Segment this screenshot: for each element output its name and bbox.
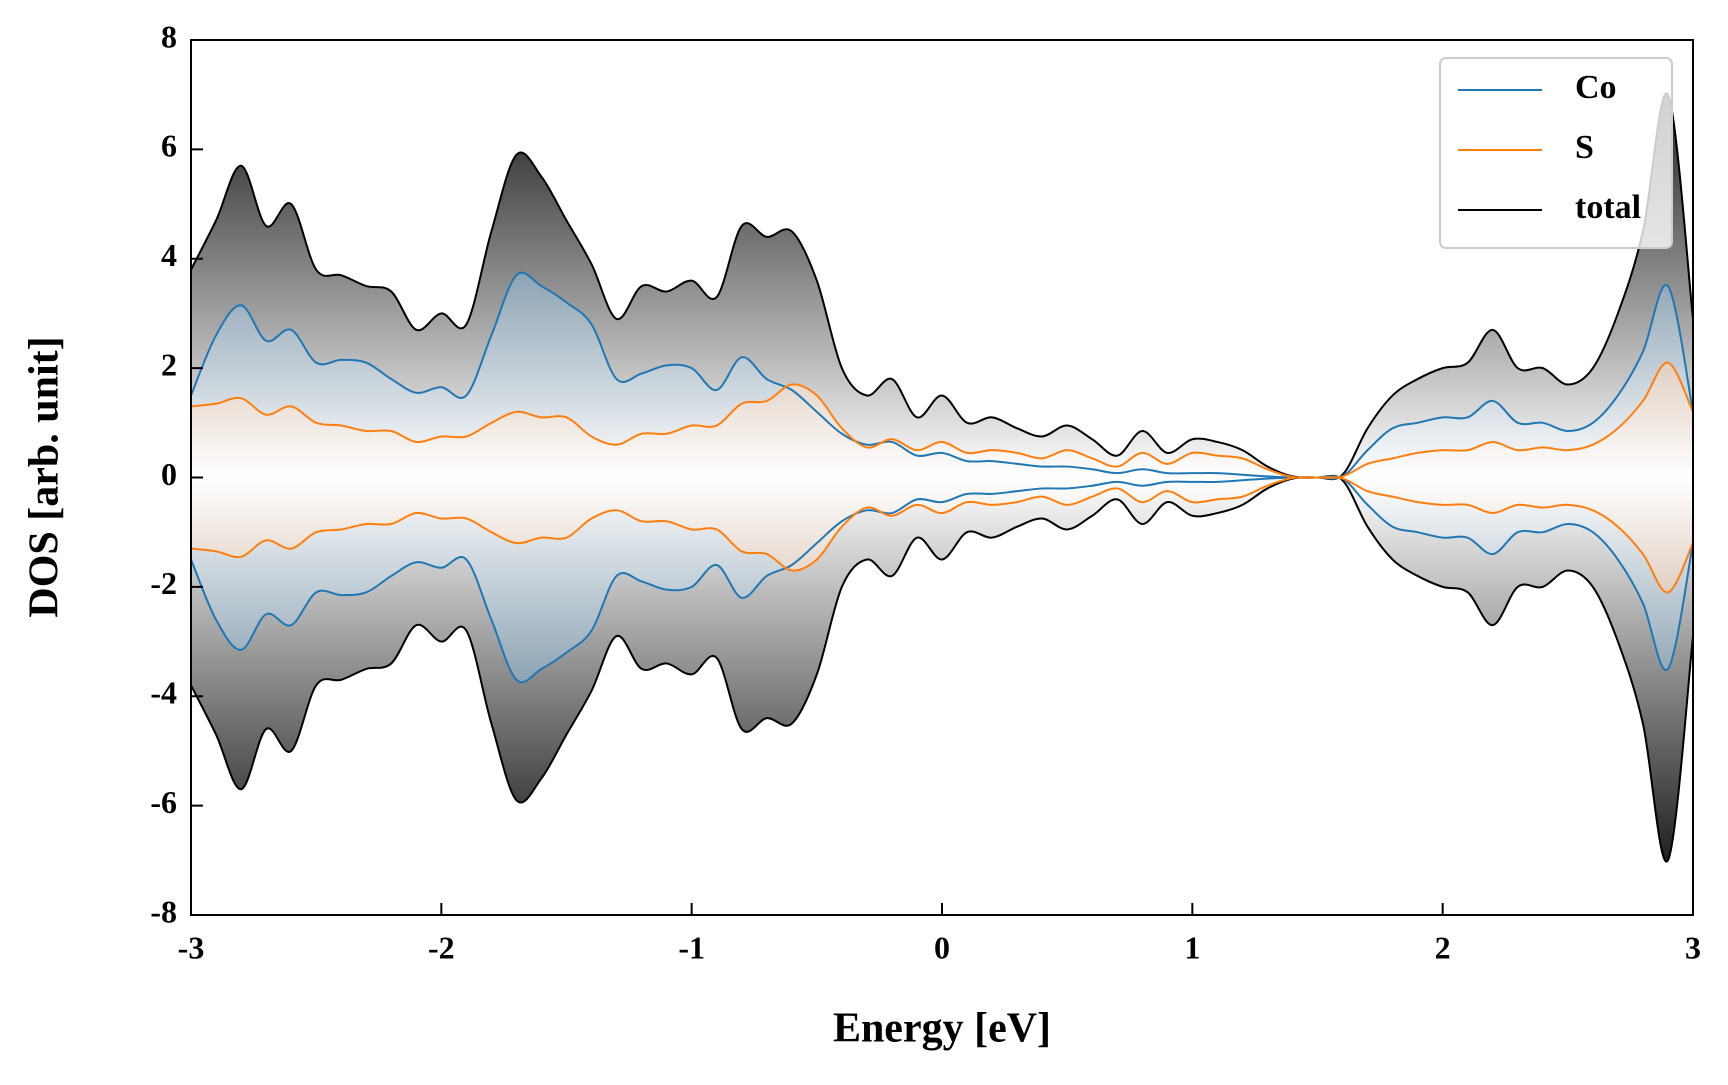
x-tick-label: 2 [1435, 929, 1451, 965]
x-tick-label: -2 [428, 929, 455, 965]
line [191, 92, 1693, 481]
x-tick-label: 1 [1184, 929, 1200, 965]
plot-area [191, 92, 1693, 863]
y-tick-label: 8 [161, 18, 177, 54]
y-tick-label: -8 [150, 893, 177, 929]
line [191, 361, 1693, 479]
legend-label: S [1575, 129, 1594, 166]
y-tick-label: 0 [161, 456, 177, 492]
y-tick-label: -2 [150, 565, 177, 601]
x-tick-label: -1 [678, 929, 705, 965]
y-axis-label: DOS [arb. unit] [22, 336, 68, 617]
area [191, 477, 1693, 593]
area [191, 362, 1693, 478]
line [191, 271, 1693, 480]
y-tick-label: -4 [150, 675, 177, 711]
x-axis-label: Energy [eV] [833, 1006, 1051, 1052]
x-tick-label: 0 [934, 929, 950, 965]
y-tick-label: -6 [150, 784, 177, 820]
legend-box [1439, 57, 1673, 249]
legend-label: Co [1575, 69, 1617, 106]
y-tick-label: 6 [161, 128, 177, 164]
line [191, 476, 1693, 594]
x-tick-label: -3 [178, 929, 205, 965]
legend-label: total [1575, 189, 1641, 226]
y-tick-label: 4 [161, 237, 177, 273]
y-tick-label: 2 [161, 346, 177, 382]
line [191, 475, 1693, 684]
line [191, 474, 1693, 863]
x-tick-label: 3 [1685, 929, 1701, 965]
